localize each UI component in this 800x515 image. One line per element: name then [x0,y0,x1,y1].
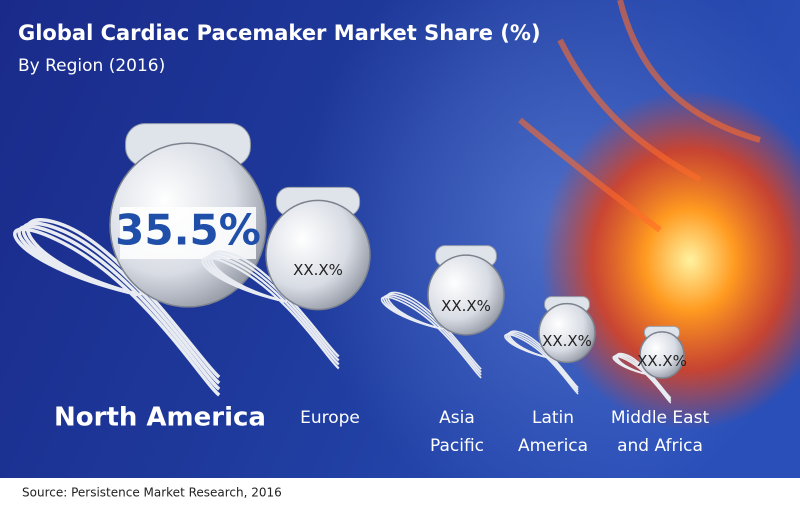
lead [209,250,340,358]
lead [380,296,482,379]
casing [427,254,505,336]
lead [201,256,340,370]
share-label: 35.5% [115,206,261,255]
pacemaker: XX.X% [504,296,596,395]
share-label: XX.X% [542,332,592,350]
region-name: and Africa [617,436,703,456]
casing [265,199,371,311]
lead [504,333,579,395]
region-name: Europe [300,408,360,428]
heart [540,90,800,430]
lead [17,224,221,391]
region-name: Pacific [430,436,484,456]
lead [25,218,221,379]
vessels [518,0,761,233]
lead [612,355,672,404]
devices: 35.5% North America XX.X% Europe XX.X% Asia Pa… [13,123,710,456]
region-name: America [518,436,588,456]
share-box [120,207,256,259]
lead [382,295,482,376]
lead [207,252,340,362]
subtitle: By Region (2016) [18,56,165,76]
title: Global Cardiac Pacemaker Market Share (%… [18,21,541,45]
source: Source: Persistence Market Research, 201… [22,486,282,500]
share-label: XX.X% [293,261,343,279]
casing [538,302,596,364]
region-name: Latin [532,408,574,428]
lead [385,293,482,373]
share-label: XX.X% [441,297,491,315]
pacemaker: XX.X% [612,325,687,404]
region-name: Asia [439,408,475,428]
region-name: Middle East [611,408,710,428]
lead [387,291,482,370]
region-name: North America [54,403,266,433]
lead [21,221,221,385]
pacemaker: 35.5% [13,123,267,397]
share-label: XX.X% [637,352,687,370]
pacemaker: XX.X% [380,245,505,379]
lead [13,227,221,397]
pacemaker: XX.X% [201,186,371,370]
footer-band [0,478,800,515]
lead [204,254,340,366]
casing [639,331,685,379]
